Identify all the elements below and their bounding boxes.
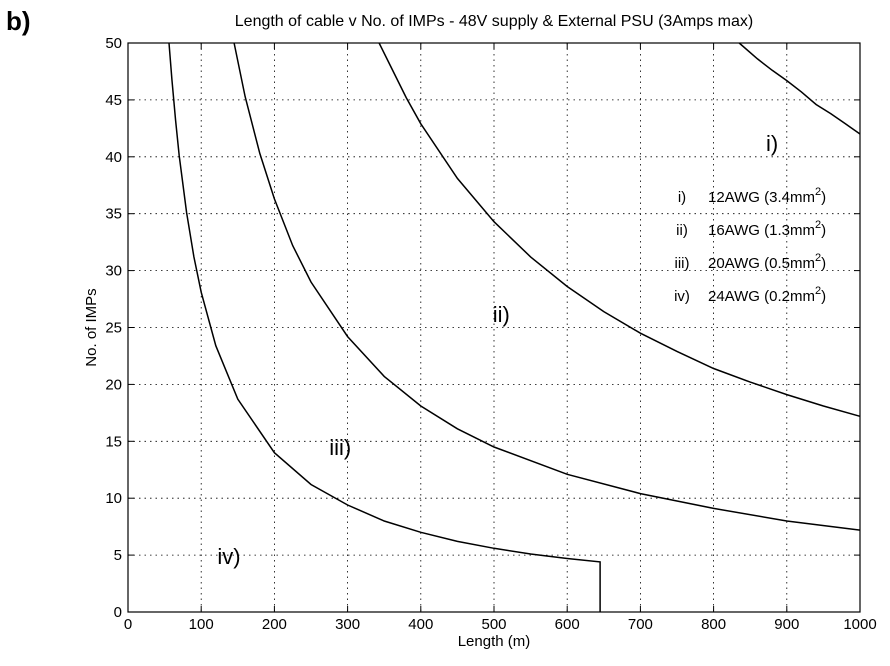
- y-tick-label: 25: [105, 320, 122, 337]
- x-tick-label: 100: [189, 616, 214, 633]
- legend: i) 12AWG (3.4mm2) ii) 16AWG (1.3mm2) iii) 20A…: [674, 186, 826, 305]
- legend-entry-label: 16AWG (1.3mm2): [708, 219, 826, 239]
- y-axis-label: No. of IMPs: [83, 288, 100, 366]
- legend-entry-id: iv): [674, 288, 690, 305]
- curve-label: i): [766, 131, 778, 156]
- y-tick-label: 45: [105, 92, 122, 109]
- x-tick-label: 700: [628, 616, 653, 633]
- chart-title: Length of cable v No. of IMPs - 48V supp…: [235, 13, 753, 30]
- y-tick-label: 15: [105, 433, 122, 450]
- x-tick-label: 600: [555, 616, 580, 633]
- y-tick-label: 30: [105, 263, 122, 280]
- curve-label: iv): [217, 544, 240, 569]
- series-line-4: [168, 42, 601, 612]
- legend-entry-id: i): [678, 189, 686, 206]
- legend-entry-label: 20AWG (0.5mm2): [708, 252, 826, 272]
- y-tick-label: 5: [114, 547, 122, 564]
- x-tick-label: 400: [408, 616, 433, 633]
- panel-label: b): [6, 6, 31, 36]
- y-tick-label: 10: [105, 490, 122, 507]
- x-tick-label: 0: [124, 616, 132, 633]
- x-tick-label: 1000: [843, 616, 876, 633]
- x-tick-label: 200: [262, 616, 287, 633]
- y-tick-label: 20: [105, 376, 122, 393]
- x-tick-label: 900: [774, 616, 799, 633]
- y-tick-label: 40: [105, 149, 122, 166]
- legend-entry-id: ii): [676, 222, 688, 239]
- legend-entry-label: 24AWG (0.2mm2): [708, 285, 826, 305]
- curve-label: iii): [329, 435, 351, 460]
- series-line-2: [378, 42, 861, 418]
- x-tick-label: 300: [335, 616, 360, 633]
- legend-entry-id: iii): [675, 255, 690, 272]
- legend-entry-label: 12AWG (3.4mm2): [708, 186, 826, 206]
- y-tick-label: 50: [105, 35, 122, 52]
- x-axis-label: Length (m): [458, 633, 531, 650]
- y-tick-label: 35: [105, 206, 122, 223]
- series-line-1: [738, 42, 861, 135]
- series-line-3: [233, 42, 861, 531]
- x-tick-label: 800: [701, 616, 726, 633]
- y-tick-label: 0: [114, 604, 122, 621]
- x-tick-label: 500: [481, 616, 506, 633]
- curve-label: ii): [493, 302, 510, 327]
